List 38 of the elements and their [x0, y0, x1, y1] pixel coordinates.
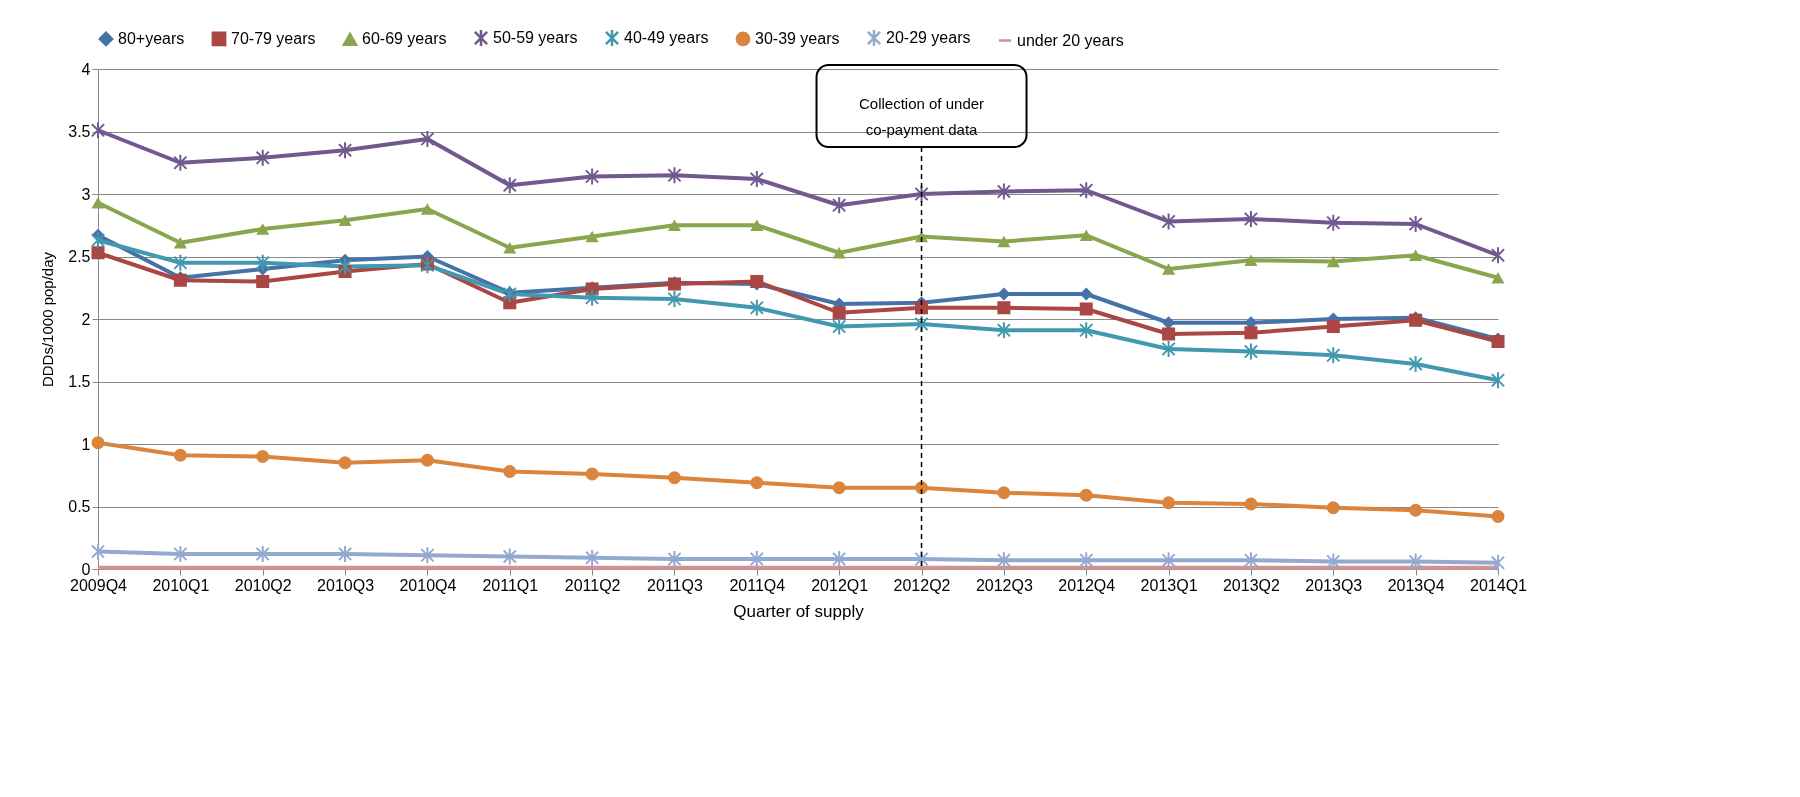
- y-tick-label: 3.5: [68, 123, 91, 140]
- legend-label: 50-59 years: [493, 29, 578, 47]
- x-tick-label: 2010Q3: [317, 576, 375, 594]
- y-tick-label: 3: [81, 185, 91, 203]
- y-tick-label: 2: [81, 310, 91, 328]
- x-tick-label: 2012Q3: [975, 576, 1033, 594]
- x-tick-label: 2012Q1: [811, 576, 869, 594]
- y-tick-label: 0: [81, 560, 91, 578]
- x-axis-title: Quarter of supply: [733, 601, 865, 621]
- x-tick-label: 2011Q1: [482, 576, 539, 594]
- x-tick-label: 2010Q2: [234, 576, 292, 594]
- y-tick-label: 1.5: [68, 373, 91, 390]
- x-tick-label: 2010Q1: [152, 576, 210, 594]
- x-tick-label: 2013Q3: [1305, 576, 1363, 594]
- legend-label: under 20 years: [1017, 31, 1124, 49]
- x-tick-label: 2013Q4: [1387, 576, 1445, 594]
- legend-label: 40-49 years: [624, 29, 709, 47]
- ref-line-label: Collection of under co-payment data: [858, 95, 985, 138]
- x-tick-label: 2009Q4: [70, 576, 128, 594]
- y-axis-title: DDDs/1000 pop/day: [39, 251, 57, 388]
- legend-label: 70-79 years: [231, 29, 316, 47]
- x-tick-label: 2010Q4: [399, 576, 457, 594]
- x-tick-label: 2012Q2: [893, 576, 951, 594]
- legend-label: 80+years: [118, 29, 185, 47]
- x-tick-label: 2013Q1: [1140, 576, 1198, 594]
- legend-label: 60-69 years: [362, 30, 447, 48]
- legend-label: 20-29 years: [886, 29, 971, 47]
- y-tick-label: 1: [81, 435, 91, 453]
- x-tick-label: 2014Q1: [1470, 576, 1528, 594]
- legend-label: 30-39 years: [755, 29, 840, 47]
- x-tick-label: 2013Q2: [1222, 576, 1281, 594]
- x-tick-label: 2011Q4: [729, 576, 786, 594]
- x-tick-label: 2011Q3: [647, 576, 703, 594]
- x-tick-label: 2011Q2: [564, 576, 621, 594]
- y-tick-label: 4: [81, 60, 91, 78]
- x-tick-label: 2012Q4: [1058, 576, 1116, 594]
- y-tick-label: 2.5: [68, 248, 91, 265]
- y-tick-label: 0.5: [68, 498, 91, 515]
